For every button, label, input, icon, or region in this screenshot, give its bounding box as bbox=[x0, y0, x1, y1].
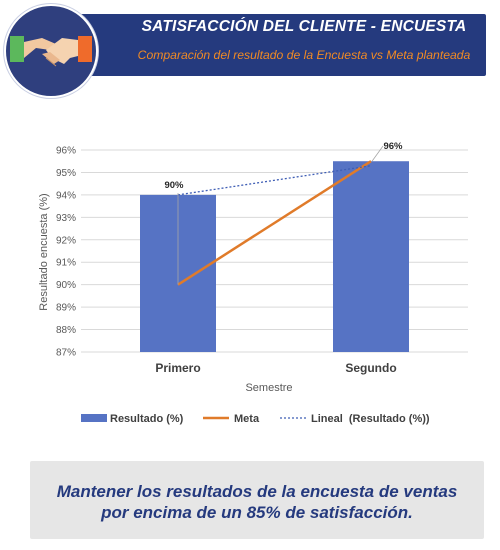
page-title: SATISFACCIÓN DEL CLIENTE - ENCUESTA bbox=[141, 18, 467, 35]
y-tick-label: 89% bbox=[56, 303, 76, 314]
y-tick-label: 87% bbox=[56, 348, 76, 359]
legend: Resultado (%) Meta Lineal (Resultado (%)) bbox=[81, 413, 430, 425]
y-tick-label: 94% bbox=[56, 190, 76, 201]
trend-line bbox=[177, 165, 372, 196]
x-tick-label: Primero bbox=[155, 361, 200, 375]
goal-note-line-2: por encima de un 85% de satisfacción. bbox=[101, 503, 413, 522]
y-tick-label: 88% bbox=[56, 325, 76, 336]
x-tick-label: Segundo bbox=[345, 361, 396, 375]
y-tick-label: 96% bbox=[56, 146, 76, 157]
legend-label-lineal: Lineal (Resultado (%)) bbox=[311, 413, 430, 425]
data-label: 96% bbox=[383, 141, 403, 152]
legend-label-resultado: Resultado (%) bbox=[110, 413, 184, 425]
goal-note-line-1: Mantener los resultados de la encuesta d… bbox=[56, 482, 458, 501]
y-tick-label: 92% bbox=[56, 235, 76, 246]
meta-line bbox=[177, 160, 372, 286]
data-label-leader bbox=[371, 145, 384, 162]
y-tick-label: 95% bbox=[56, 168, 76, 179]
legend-swatch-resultado bbox=[81, 414, 107, 422]
header-banner: SATISFACCIÓN DEL CLIENTE - ENCUESTA Comp… bbox=[58, 14, 486, 76]
legend-label-meta: Meta bbox=[234, 413, 260, 425]
goal-note: Mantener los resultados de la encuesta d… bbox=[30, 461, 484, 539]
page-subtitle: Comparación del resultado de la Encuesta… bbox=[137, 48, 471, 62]
logo-badge bbox=[4, 4, 98, 98]
handshake-icon bbox=[10, 36, 92, 67]
data-label: 90% bbox=[164, 180, 184, 191]
y-axis-title: Resultado encuesta (%) bbox=[38, 193, 50, 310]
y-tick-label: 90% bbox=[56, 280, 76, 291]
y-tick-label: 93% bbox=[56, 213, 76, 224]
bar-resultado-segundo bbox=[333, 161, 409, 352]
x-axis-title: Semestre bbox=[245, 382, 292, 394]
y-tick-label: 91% bbox=[56, 258, 76, 269]
